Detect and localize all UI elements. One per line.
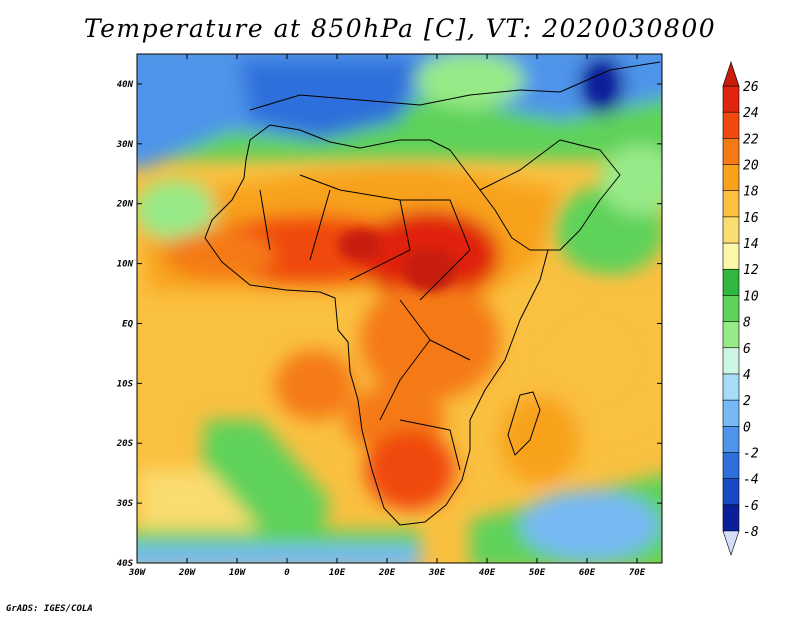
colorbar-label: 24 bbox=[743, 106, 759, 121]
lat-tick-label: 40N bbox=[117, 80, 134, 90]
colorbar-segment bbox=[722, 190, 740, 218]
colorbar-label: 26 bbox=[743, 80, 759, 95]
lat-tick-label: 30N bbox=[116, 140, 134, 150]
colorbar-segment bbox=[722, 347, 740, 375]
colorbar-label: 0 bbox=[743, 420, 751, 435]
colorbar-segment bbox=[722, 242, 740, 271]
map-title: Temperature at 850hPa [C], VT: 202003080… bbox=[83, 14, 717, 43]
lon-tick-label: 10E bbox=[329, 568, 346, 578]
colorbar-segment bbox=[722, 268, 740, 297]
longitude-axis: 30W 20W 10W 0 10E 20E 30E 40E 50E 60E 70E bbox=[128, 54, 646, 578]
coastlines bbox=[204, 61, 661, 526]
lat-tick-label: EQ bbox=[122, 319, 133, 329]
lon-tick-label: 60E bbox=[579, 568, 596, 578]
colorbar-top-cap bbox=[722, 61, 740, 87]
lon-tick-label: 40E bbox=[479, 568, 496, 578]
colorbar-label: -2 bbox=[743, 446, 759, 461]
colorbar-label: -4 bbox=[743, 473, 759, 488]
lat-tick-label: 20N bbox=[116, 200, 134, 210]
colorbar-label: 16 bbox=[743, 211, 759, 226]
lat-tick-label: 30S bbox=[116, 499, 134, 509]
lon-tick-label: 30W bbox=[128, 568, 147, 578]
temperature-field bbox=[137, 54, 662, 563]
latitude-axis: 40N 30N 20N 10N EQ 10S 20S 30S 40S bbox=[116, 80, 662, 569]
lon-tick-label: 30E bbox=[428, 568, 446, 578]
colorbar-label: 22 bbox=[743, 132, 759, 147]
lat-tick-label: 10S bbox=[117, 379, 134, 389]
colorbar-label: 6 bbox=[743, 342, 751, 357]
lon-tick-label: 10W bbox=[229, 568, 247, 578]
colorbar-bottom-cap bbox=[722, 530, 740, 556]
colorbar-segment bbox=[722, 373, 740, 401]
colorbar-segment bbox=[722, 452, 740, 480]
colorbar-label: 10 bbox=[743, 289, 759, 304]
colorbar-label: 2 bbox=[743, 394, 751, 409]
lon-tick-label: 50E bbox=[529, 568, 546, 578]
lon-tick-label: 20E bbox=[378, 568, 396, 578]
lon-tick-label: 70E bbox=[629, 568, 646, 578]
colorbar-segment bbox=[722, 504, 740, 532]
map-frame bbox=[136, 53, 663, 564]
colorbar-label: 12 bbox=[743, 263, 759, 278]
colorbar-segment bbox=[722, 399, 740, 428]
lon-tick-label: 20W bbox=[178, 568, 197, 578]
colorbar-segment bbox=[722, 111, 740, 140]
lat-tick-label: 40S bbox=[117, 559, 134, 569]
colorbar-label: -8 bbox=[743, 525, 759, 540]
colorbar-segment bbox=[722, 425, 740, 454]
colorbar-segment bbox=[722, 216, 740, 244]
colorbar-segment bbox=[722, 138, 740, 166]
lat-tick-label: 20S bbox=[116, 439, 134, 449]
lat-tick-label: 10N bbox=[117, 260, 134, 270]
colorbar-label: 8 bbox=[743, 316, 751, 331]
colorbar-label: 20 bbox=[743, 159, 759, 174]
colorbar-segment bbox=[722, 478, 740, 506]
colorbar-segment bbox=[722, 321, 740, 349]
grads-credit: GrADS: IGES/COLA bbox=[6, 604, 93, 614]
colorbar-segment bbox=[722, 85, 740, 113]
colorbar-segment bbox=[722, 164, 740, 192]
colorbar-label: 14 bbox=[743, 237, 759, 252]
colorbar-segment bbox=[722, 295, 740, 323]
colorbar-label: 18 bbox=[743, 185, 759, 200]
lon-tick-label: 0 bbox=[284, 568, 290, 578]
colorbar-label: 4 bbox=[743, 368, 751, 383]
colorbar-label: -6 bbox=[743, 499, 759, 514]
